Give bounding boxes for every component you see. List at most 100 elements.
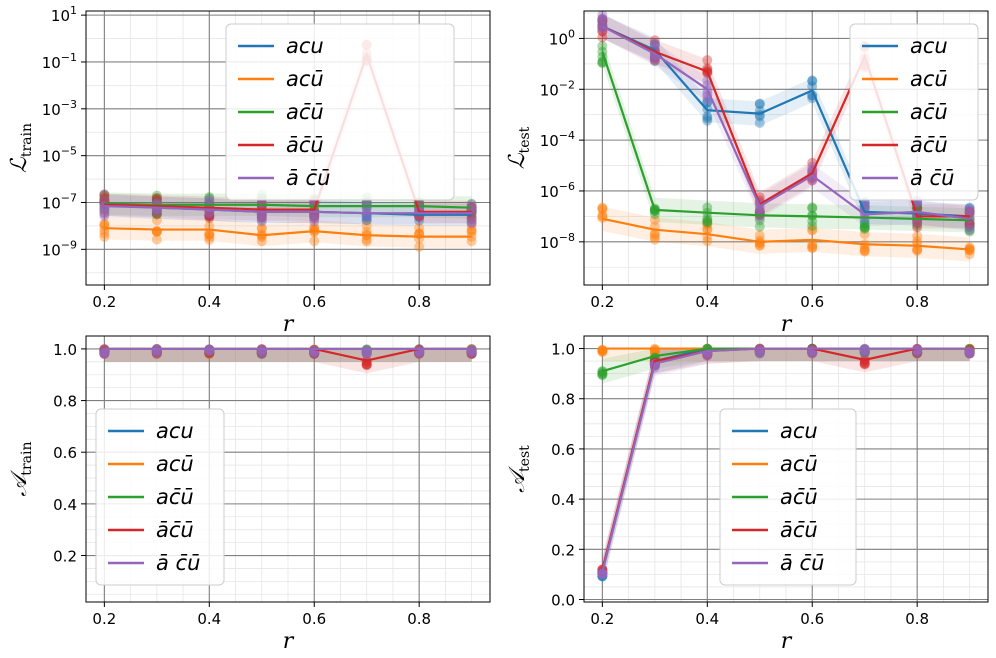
- point-ac̄ū: [859, 347, 870, 358]
- point-acū: [807, 348, 818, 359]
- point-acū: [361, 236, 372, 247]
- point-ac̄ū: [964, 219, 975, 230]
- panel-test-accuracy: 0.2 0.4 0.6 0.81.00.80.60.40.20.0r𝒜testacua…: [505, 335, 989, 654]
- band-acū: [602, 206, 970, 262]
- point-acū: [204, 234, 215, 245]
- point-acū: [256, 222, 267, 233]
- legend-box: [719, 408, 857, 586]
- point-ā c̄ū: [466, 218, 477, 229]
- x-tick-label: 0.4: [695, 610, 719, 628]
- y-tick-label: 10−5: [42, 145, 77, 166]
- point-acū: [964, 348, 975, 359]
- point-āc̄ū: [256, 348, 267, 359]
- point-acū: [204, 229, 215, 240]
- point-āc̄ū: [204, 210, 215, 221]
- y-tick-label: 0.6: [551, 441, 575, 459]
- point-ac̄ū: [702, 216, 713, 227]
- point-ac̄ū: [649, 206, 660, 217]
- point-acū: [204, 348, 215, 359]
- point-ac̄ū: [702, 217, 713, 228]
- point-acu: [309, 211, 320, 222]
- point-ac̄ū: [702, 202, 713, 213]
- x-axis-title: r: [283, 629, 295, 654]
- point-acu: [361, 215, 372, 226]
- x-axis-title: r: [283, 312, 295, 337]
- point-acū: [99, 345, 110, 356]
- legend-label-0: acu: [286, 34, 324, 58]
- point-āc̄ū: [309, 348, 320, 359]
- point-acū: [807, 242, 818, 253]
- point-āc̄ū: [964, 344, 975, 355]
- point-acu: [597, 570, 608, 581]
- point-acū: [256, 347, 267, 358]
- point-ac̄ū: [204, 193, 215, 204]
- y-tick-label: 101: [51, 4, 77, 25]
- point-āc̄ū: [466, 202, 477, 213]
- point-ac̄ū: [151, 190, 162, 201]
- point-ac̄ū: [414, 348, 425, 359]
- point-acū: [466, 349, 477, 360]
- point-acū: [649, 229, 660, 240]
- point-ā c̄ū: [204, 345, 215, 356]
- x-tick-label: 0.6: [800, 293, 824, 311]
- point-acu: [414, 215, 425, 226]
- point-āc̄ū: [466, 348, 477, 359]
- y-tick-label: 10−4: [540, 129, 575, 150]
- point-acu: [702, 97, 713, 108]
- point-āc̄ū: [912, 222, 923, 233]
- point-ā c̄ū: [361, 348, 372, 359]
- point-ac̄ū: [859, 344, 870, 355]
- point-acū: [754, 347, 765, 358]
- point-ā c̄ū: [466, 216, 477, 227]
- point-ā c̄ū: [414, 345, 425, 356]
- point-ā c̄ū: [754, 348, 765, 359]
- point-ac̄ū: [702, 213, 713, 224]
- x-tick-label: 0.2: [92, 293, 116, 311]
- point-acū: [204, 348, 215, 359]
- point-āc̄ū: [964, 206, 975, 217]
- point-ā c̄ū: [597, 567, 608, 578]
- point-ā c̄ū: [702, 350, 713, 361]
- point-āc̄ū: [964, 348, 975, 359]
- point-ac̄ū: [807, 220, 818, 231]
- point-acū: [151, 348, 162, 359]
- point-āc̄ū: [151, 345, 162, 356]
- point-āc̄ū: [414, 348, 425, 359]
- point-acū: [414, 348, 425, 359]
- point-acu: [99, 347, 110, 358]
- point-āc̄ū: [649, 55, 660, 66]
- x-axis-title: r: [781, 629, 793, 654]
- point-ā c̄ū: [597, 568, 608, 579]
- point-ā c̄ū: [807, 348, 818, 359]
- point-acu: [256, 348, 267, 359]
- point-acū: [912, 236, 923, 247]
- point-āc̄ū: [361, 358, 372, 369]
- panel-train-accuracy: 0.2 0.4 0.6 0.8 1.0 0.8 0.6 0.4 0.2 r 𝒜train acu acū…: [7, 335, 491, 654]
- point-acu: [649, 56, 660, 67]
- point-ac̄ū: [807, 216, 818, 227]
- point-acū: [151, 234, 162, 245]
- point-ac̄ū: [99, 348, 110, 359]
- point-ā c̄ū: [597, 569, 608, 580]
- point-acū: [597, 210, 608, 221]
- point-āc̄ū: [859, 359, 870, 370]
- point-acu: [859, 347, 870, 358]
- point-acū: [466, 221, 477, 232]
- point-ac̄ū: [754, 221, 765, 232]
- point-acu: [597, 571, 608, 582]
- point-acū: [151, 215, 162, 226]
- legend: acu acū ac̄ū āc̄ū ā c̄ū: [719, 408, 857, 586]
- point-āc̄ū: [466, 214, 477, 225]
- point-acū: [204, 349, 215, 360]
- point-acū: [649, 232, 660, 243]
- point-acu: [859, 347, 870, 358]
- point-acu: [964, 221, 975, 232]
- legend-label-0: acu: [156, 419, 194, 443]
- point-ac̄ū: [964, 226, 975, 237]
- point-acū: [649, 214, 660, 225]
- legend-label-2: ac̄ū: [156, 485, 194, 509]
- y-tick-label: 1.0: [551, 341, 575, 359]
- point-acu: [754, 98, 765, 109]
- point-acu: [649, 40, 660, 51]
- point-acu: [754, 99, 765, 110]
